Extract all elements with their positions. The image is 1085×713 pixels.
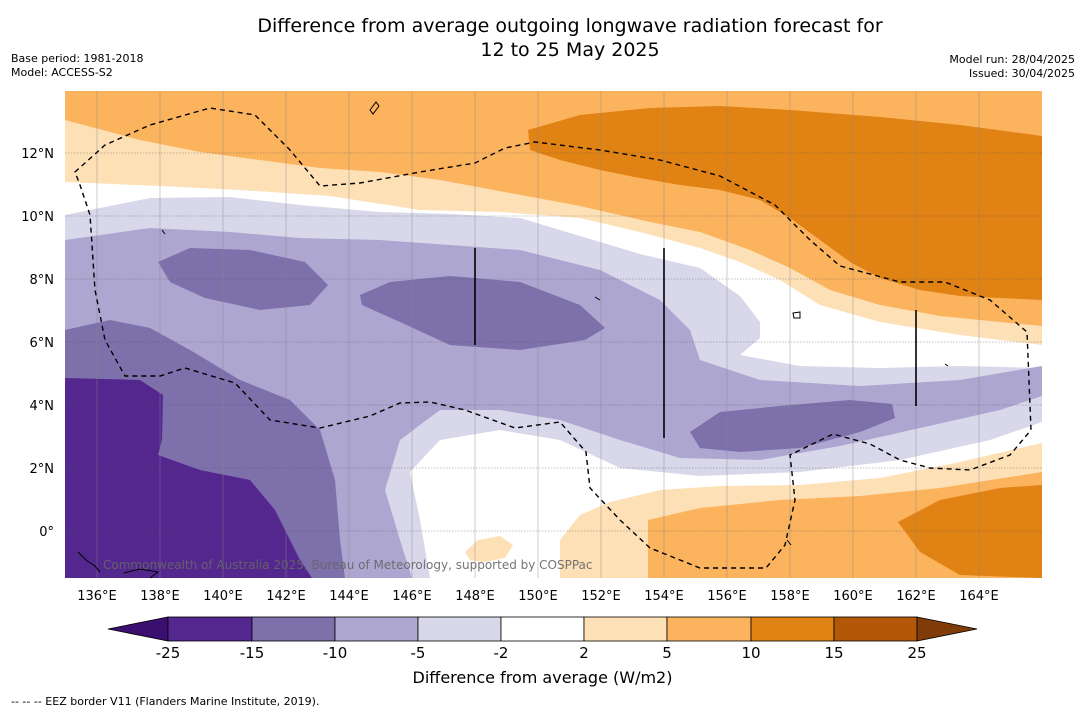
lon-tick-label: 158°E	[770, 589, 810, 604]
lon-tick-label: 152°E	[581, 589, 621, 604]
lon-tick-label: 154°E	[644, 589, 684, 604]
title-line-1: Difference from average outgoing longwav…	[257, 15, 883, 37]
lon-tick-label: 138°E	[140, 589, 180, 604]
chart-title: Difference from average outgoing longwav…	[170, 14, 970, 62]
lon-tick-label: 140°E	[203, 589, 243, 604]
meta-left: Base period: 1981-2018 Model: ACCESS-S2	[11, 52, 143, 80]
colorbar-title: Difference from average (W/m2)	[412, 668, 673, 687]
lon-labels: 136°E 138°E 140°E 142°E 144°E 146°E 148°…	[77, 589, 999, 604]
colorbar-segment	[666, 616, 752, 642]
colorbar-tick-label: 5	[662, 644, 672, 662]
lat-tick-label: 12°N	[21, 147, 54, 162]
colorbar-tick-label: 2	[579, 644, 589, 662]
colorbar-extend-high	[916, 616, 978, 642]
colorbar-tick-label: -15	[240, 644, 265, 662]
model-label: Model: ACCESS-S2	[11, 66, 113, 79]
stripe-lines	[474, 248, 917, 438]
colorbar-segment	[500, 616, 585, 642]
model-run-label: Model run: 28/04/2025	[949, 53, 1075, 66]
copyright-notice: Commonwealth of Australia 2025, Bureau o…	[103, 558, 593, 572]
eez-footnote: -- -- -- EEZ border V11 (Flanders Marine…	[11, 695, 320, 708]
band-p10-south	[898, 485, 1042, 578]
lon-tick-label: 160°E	[833, 589, 873, 604]
lat-gridlines	[65, 152, 1042, 532]
colorbar-tick-label: 15	[824, 644, 843, 662]
colorbar-tick-label: -25	[156, 644, 181, 662]
colorbar-tick-label: 10	[741, 644, 760, 662]
colorbar	[107, 616, 978, 642]
lat-tick-label: 10°N	[21, 210, 54, 225]
title-line-2: 12 to 25 May 2025	[480, 39, 660, 61]
lon-tick-label: 136°E	[77, 589, 117, 604]
lat-tick-label: 6°N	[30, 336, 55, 351]
colorbar-segment	[583, 616, 668, 642]
lon-tick-label: 142°E	[266, 589, 306, 604]
band-m15	[65, 378, 312, 578]
eez-border	[74, 107, 1032, 569]
colorbar-segment	[417, 616, 502, 642]
band-m10-blob-c	[690, 400, 895, 452]
base-period-label: Base period: 1981-2018	[11, 52, 144, 65]
band-p10-north	[528, 106, 1042, 300]
lon-tick-label: 148°E	[455, 589, 495, 604]
colorbar-segment	[833, 616, 918, 642]
meta-right: Model run: 28/04/2025 Issued: 30/04/2025	[949, 53, 1075, 81]
lat-tick-label: 2°N	[30, 462, 55, 477]
lon-tick-label: 156°E	[707, 589, 747, 604]
colorbar-segment	[251, 616, 336, 642]
lon-tick-label: 144°E	[329, 589, 369, 604]
band-p2-blob	[465, 536, 513, 562]
colorbar-tick-label: -10	[323, 644, 348, 662]
colorbar-tick-label: -2	[494, 644, 509, 662]
colorbar-segment	[334, 616, 419, 642]
issued-label: Issued: 30/04/2025	[968, 67, 1075, 80]
lat-tick-label: 4°N	[30, 399, 55, 414]
band-m10-blob-b	[360, 276, 605, 350]
colorbar-tick-label: 25	[907, 644, 926, 662]
colorbar-labels: -25 -15 -10 -5 -2 2 5 10 15 25	[156, 644, 927, 662]
lon-tick-label: 150°E	[518, 589, 558, 604]
colorbar-segment	[750, 616, 835, 642]
colorbar-extend-low	[107, 616, 169, 642]
lon-tick-label: 162°E	[896, 589, 936, 604]
lon-tick-label: 164°E	[959, 589, 999, 604]
coastline	[77, 101, 949, 579]
ola-field	[65, 91, 1042, 578]
lat-tick-label: 0°	[39, 525, 54, 540]
lat-tick-label: 8°N	[30, 273, 55, 288]
lat-labels: 12°N 10°N 8°N 6°N 4°N 2°N 0°	[21, 147, 54, 540]
colorbar-segment	[167, 616, 253, 642]
lon-tick-label: 146°E	[392, 589, 432, 604]
colorbar-tick-label: -5	[411, 644, 426, 662]
